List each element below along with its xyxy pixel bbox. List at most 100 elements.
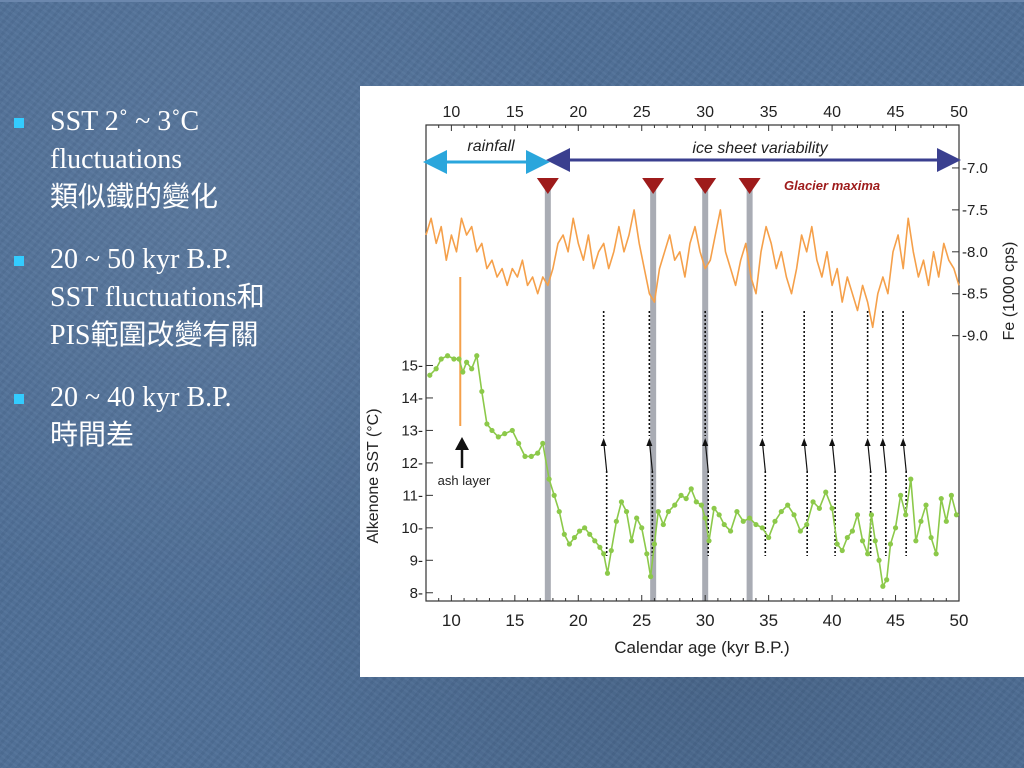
sst-data-point <box>854 512 861 518</box>
sst-data-point <box>528 453 534 459</box>
sst-data-point <box>698 502 704 508</box>
sst-data-point <box>740 518 746 524</box>
sst-data-point <box>884 577 890 583</box>
glacier-maximum-marker <box>694 178 717 194</box>
sst-data-point <box>880 583 886 589</box>
sst-data-point <box>747 515 753 521</box>
sst-data-point <box>872 538 878 544</box>
fe-axis-tick-label: -9.0 <box>962 328 988 345</box>
sst-data-point <box>759 525 765 531</box>
sst-data-point <box>938 495 944 502</box>
lag-arrowhead <box>646 438 653 446</box>
sst-data-point <box>556 508 562 515</box>
slide-top-rule <box>0 0 1024 2</box>
lag-arrowhead <box>759 438 766 446</box>
sst-axis-tick-label: 10- <box>401 520 423 537</box>
sst-data-point <box>672 502 678 508</box>
sst-data-point <box>898 492 904 498</box>
sst-data-point <box>887 541 894 547</box>
sst-data-point <box>566 541 573 547</box>
sst-data-point <box>613 518 619 524</box>
glacier-band <box>650 184 657 601</box>
sst-data-point <box>489 427 495 434</box>
sst-data-point <box>484 421 490 427</box>
bullet-line: SST fluctuations和 <box>50 282 265 313</box>
sst-data-point <box>464 359 470 365</box>
bullet-square-icon <box>14 394 24 404</box>
sst-data-point <box>721 521 727 528</box>
bullet-line: SST 2˚ ~ 3˚C <box>50 106 200 137</box>
fe-axis-tick-label: -7.5 <box>962 202 988 219</box>
sst-data-point <box>727 528 734 534</box>
sst-data-point <box>571 534 578 541</box>
top-axis-tick-label: 30 <box>696 104 714 121</box>
glacier-maxima-label: Glacier maxima <box>784 178 880 193</box>
bottom-axis-tick-label: 30 <box>696 611 715 630</box>
sst-data-point <box>456 356 462 362</box>
sst-data-point <box>918 518 924 524</box>
sst-axis-tick-label: 14- <box>401 390 423 407</box>
bullet-line: 時間差 <box>50 420 135 451</box>
sst-data-point <box>683 495 689 502</box>
sst-data-point <box>665 508 671 515</box>
sst-data-point <box>639 525 645 531</box>
bullet-square-icon <box>14 118 24 128</box>
top-axis-tick-label: 35 <box>760 104 778 121</box>
bottom-axis-tick-label: 15 <box>505 611 524 630</box>
climate-chart: 10 15 20 25 30 35 40 45 50 10 15 20 25 30 35 40 45 50 -7… <box>365 104 1018 657</box>
sst-axis-tick-label: 15- <box>401 357 423 374</box>
sst-data-point <box>628 538 635 544</box>
sst-data-point <box>734 508 740 515</box>
lag-arrowhead <box>702 438 709 446</box>
fe-axis-tick-label: -8.5 <box>962 286 988 303</box>
top-axis-tick-label: 10 <box>442 104 460 121</box>
sst-data-point <box>859 538 866 544</box>
sst-data-point <box>634 515 640 521</box>
top-axis-tick-label: 50 <box>950 104 968 121</box>
sst-data-point <box>623 508 630 515</box>
bottom-axis-tick-label: 50 <box>950 611 969 630</box>
sst-data-point <box>702 515 708 521</box>
sst-axis-tick-label: 13- <box>401 422 423 439</box>
sst-data-point <box>810 499 816 505</box>
sst-data-point <box>651 541 658 547</box>
sst-data-point <box>839 547 845 554</box>
sst-data-point <box>908 476 914 482</box>
sst-data-point <box>678 492 684 498</box>
sst-data-point <box>618 499 625 505</box>
ash-layer-label: ash layer <box>438 473 491 488</box>
sst-data-point <box>903 512 909 518</box>
bullet-line: fluctuations <box>50 144 183 175</box>
sst-data-point <box>933 551 939 557</box>
plot-frame <box>425 124 960 602</box>
bullet-item-3: 20 ~ 40 kyr B.P. 時間差 <box>14 379 359 455</box>
sst-data-point <box>829 505 835 511</box>
sst-series-line <box>429 352 958 589</box>
sst-data-point <box>816 505 823 511</box>
glacier-band <box>544 184 551 601</box>
bottom-axis-tick-label: 45 <box>886 611 905 630</box>
top-axis-tick-label: 15 <box>506 104 524 121</box>
sst-data-point <box>474 353 480 359</box>
glacier-maximum-marker <box>738 178 761 194</box>
sst-data-point <box>522 453 528 459</box>
top-axis-tick-label: 20 <box>569 104 587 121</box>
sst-data-point <box>892 525 899 531</box>
fe-axis-label: Fe (1000 cps) <box>1001 242 1018 341</box>
glacier-maximum-marker <box>642 178 665 194</box>
sst-axis-tick-label: 12- <box>401 455 423 472</box>
rainfall-label: rainfall <box>467 138 515 155</box>
sst-data-point <box>535 450 541 456</box>
bottom-axis-tick-label: 25 <box>632 611 651 630</box>
sst-data-point <box>655 508 661 515</box>
sst-data-point <box>753 521 759 528</box>
sst-data-point <box>648 573 654 580</box>
lag-arrowhead <box>864 438 871 446</box>
sst-data-point <box>660 521 666 528</box>
sst-data-point <box>823 489 829 495</box>
bottom-axis-tick-label: 40 <box>823 611 842 630</box>
bullet-line: 類似鐵的變化 <box>50 182 219 213</box>
ash-layer-arrowhead <box>455 437 469 450</box>
fe-axis-tick-label: -7.0 <box>962 160 988 177</box>
sst-data-point <box>868 512 875 518</box>
